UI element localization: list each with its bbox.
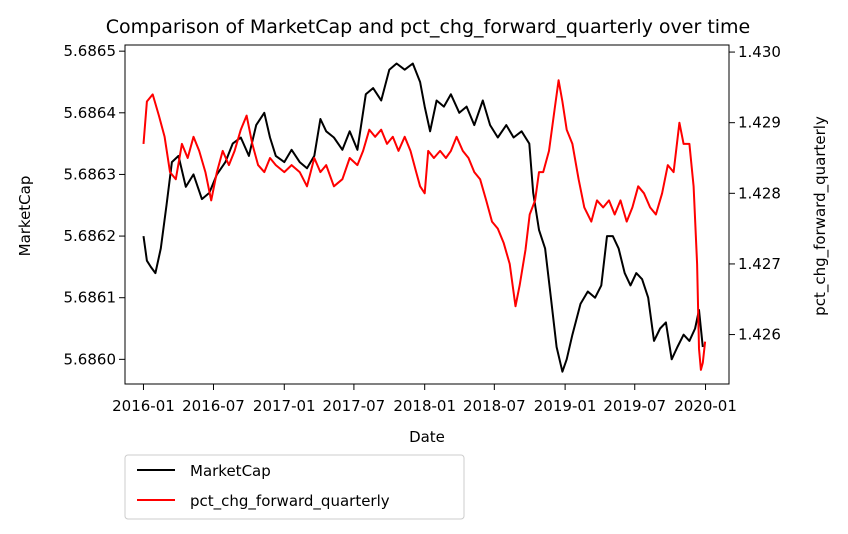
y-axis-right-label: pct_chg_forward_quarterly: [811, 116, 830, 316]
series-line-marketcap: [142, 62, 704, 373]
x-tick-label: 2019-07: [603, 397, 666, 415]
legend-label-marketcap: MarketCap: [190, 462, 271, 480]
x-axis-label: Date: [409, 428, 445, 446]
x-axis: 2016-01 2016-07 2017-01 2017-07 2018-01 2018-…: [112, 384, 737, 415]
y-axis-left-label: MarketCap: [16, 176, 34, 257]
y-right-tick-label: 1.428: [738, 184, 781, 202]
y-left-tick-label: 5.6863: [64, 165, 117, 183]
y-right-tick-label: 1.429: [738, 114, 781, 132]
x-tick-label: 2016-07: [182, 397, 245, 415]
y-axis-left: 5.6860 5.6861 5.6862 5.6863 5.6864 5.6865: [64, 42, 125, 368]
x-tick-label: 2017-07: [323, 397, 386, 415]
y-right-tick-label: 1.426: [738, 326, 781, 344]
x-tick-label: 2017-01: [253, 397, 316, 415]
y-right-tick-label: 1.430: [738, 43, 781, 61]
legend: MarketCap pct_chg_forward_quarterly: [124, 454, 465, 520]
series-line-pct-chg-forward-quarterly: [142, 79, 707, 371]
y-left-tick-label: 5.6865: [64, 42, 117, 60]
x-tick-label: 2018-07: [463, 397, 526, 415]
chart-title: Comparison of MarketCap and pct_chg_forw…: [106, 16, 751, 38]
y-axis-right: 1.426 1.427 1.428 1.429 1.430: [729, 43, 781, 344]
plot-frame: [124, 44, 730, 385]
y-right-tick-label: 1.427: [738, 255, 781, 273]
x-tick-label: 2018-01: [393, 397, 456, 415]
legend-box: [124, 454, 465, 520]
y-left-tick-label: 5.6862: [64, 227, 117, 245]
x-tick-label: 2019-01: [534, 397, 597, 415]
y-left-tick-label: 5.6864: [64, 104, 117, 122]
x-tick-label: 2016-01: [112, 397, 175, 415]
y-left-tick-label: 5.6860: [64, 350, 117, 368]
series-layer: [142, 62, 707, 373]
x-tick-label: 2020-01: [674, 397, 737, 415]
legend-label-pct-chg: pct_chg_forward_quarterly: [190, 492, 390, 511]
y-left-tick-label: 5.6861: [64, 289, 117, 307]
